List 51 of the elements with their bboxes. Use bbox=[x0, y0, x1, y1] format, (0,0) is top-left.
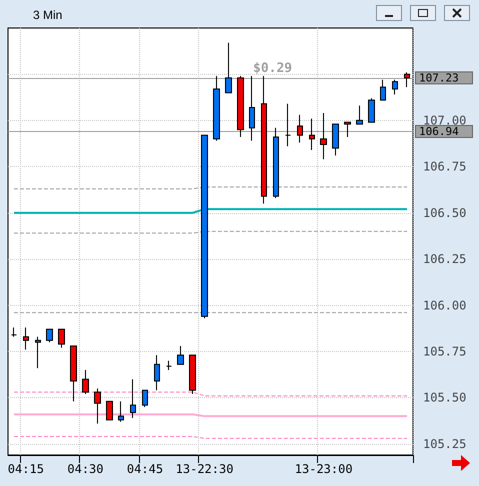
candlestick bbox=[94, 388, 101, 424]
annotation: $0.29 bbox=[253, 61, 292, 76]
candlestick bbox=[285, 103, 291, 147]
candlestick bbox=[189, 354, 196, 394]
candlestick bbox=[23, 326, 29, 350]
candlestick bbox=[82, 369, 89, 394]
candlestick bbox=[380, 79, 386, 101]
candlestick bbox=[249, 76, 255, 142]
candlestick bbox=[213, 76, 220, 142]
y-tick-label: 105.75 bbox=[423, 344, 466, 358]
candlestick bbox=[70, 345, 77, 402]
candlestick bbox=[142, 390, 148, 408]
y-tick-label: 105.50 bbox=[423, 390, 466, 405]
candlestick bbox=[58, 328, 65, 348]
x-tick-label: 13-22:30 bbox=[176, 462, 234, 476]
candlestick bbox=[297, 114, 303, 144]
candlestick bbox=[344, 122, 351, 138]
candlestick bbox=[130, 378, 136, 419]
x-tick-label: 04:15 bbox=[8, 462, 44, 476]
x-tick-label: 13-23:00 bbox=[294, 462, 353, 476]
y-tick-label: 106.75 bbox=[423, 160, 466, 174]
candlestick bbox=[106, 400, 113, 420]
candlestick bbox=[166, 360, 172, 370]
candlestick bbox=[320, 112, 327, 160]
x-tick-label: 04:30 bbox=[67, 462, 104, 476]
candlestick bbox=[237, 76, 244, 138]
candlestick bbox=[392, 79, 398, 96]
candlestick bbox=[35, 336, 41, 369]
ref-line-label: 106.94 bbox=[419, 125, 460, 138]
candlestick bbox=[201, 134, 208, 319]
candlestick bbox=[309, 118, 315, 150]
candlestick bbox=[154, 354, 160, 391]
y-tick-label: 106.50 bbox=[423, 206, 466, 220]
candlestick bbox=[11, 326, 17, 338]
candlestick bbox=[225, 42, 232, 94]
x-tick-label: 04:45 bbox=[126, 462, 164, 476]
candlestick bbox=[118, 400, 124, 422]
y-tick-label: 106.00 bbox=[423, 298, 466, 312]
y-tick-label: 106.25 bbox=[423, 252, 466, 266]
candlestick bbox=[332, 124, 339, 156]
ref-line-label: 107.23 bbox=[419, 71, 459, 84]
candlestick bbox=[356, 105, 363, 125]
y-tick-label: 105.25 bbox=[423, 436, 466, 451]
chart-title: 3 Min bbox=[33, 8, 62, 22]
candlestick bbox=[273, 127, 279, 199]
y-tick-label: 107.00 bbox=[423, 113, 466, 128]
candlestick bbox=[177, 345, 184, 365]
candlestick bbox=[404, 72, 410, 88]
candlestick bbox=[46, 328, 53, 343]
candlestick bbox=[261, 76, 267, 204]
candlestick bbox=[368, 98, 375, 123]
